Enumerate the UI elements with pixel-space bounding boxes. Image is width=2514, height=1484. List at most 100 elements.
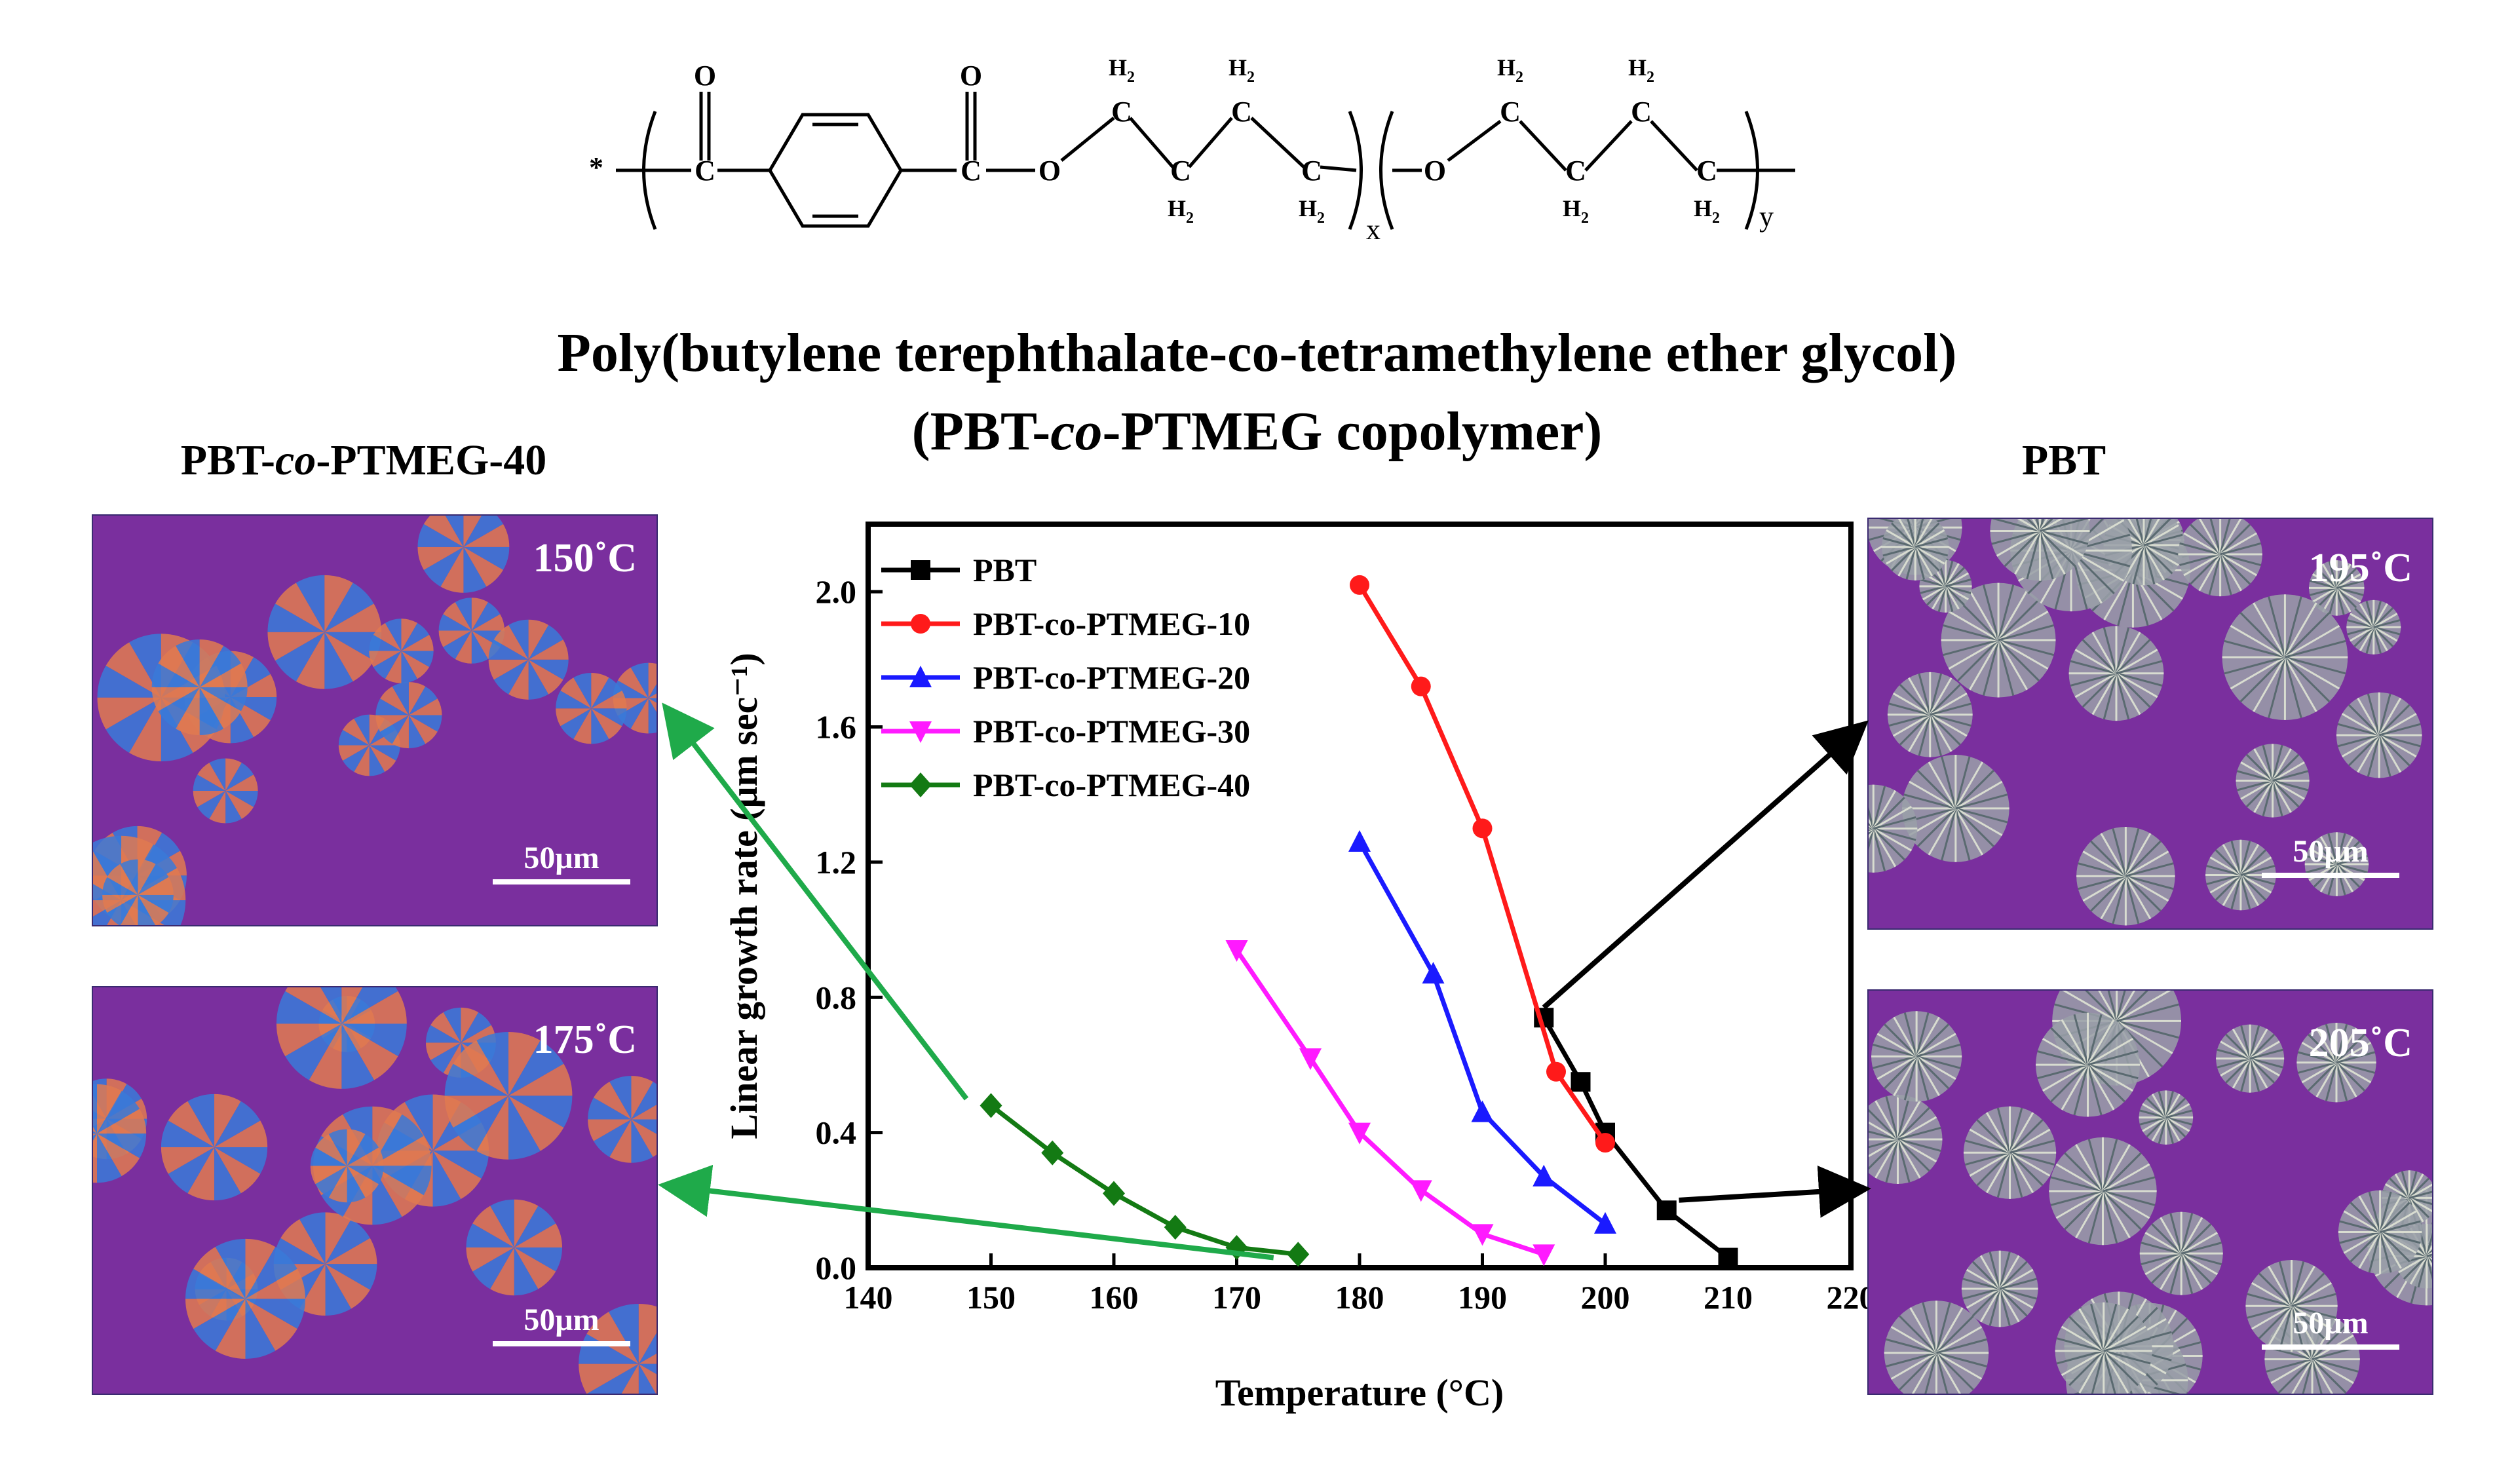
y-axis-label: Linear growth rate (μm sec⁻¹) bbox=[723, 653, 765, 1139]
ether-o: O bbox=[1424, 155, 1446, 187]
micrograph-175c: 175˚C 50μm bbox=[92, 986, 658, 1395]
spherulite bbox=[1869, 1094, 1943, 1184]
data-point bbox=[1546, 1061, 1566, 1082]
x-tick-label: 200 bbox=[1581, 1279, 1630, 1316]
temperature-label: 195˚C bbox=[2308, 546, 2412, 590]
data-point bbox=[1595, 1133, 1615, 1153]
spherulite bbox=[2338, 1190, 2422, 1274]
data-point bbox=[980, 1093, 1002, 1118]
data-point bbox=[909, 772, 932, 797]
data-point bbox=[1409, 1180, 1432, 1202]
data-point bbox=[1422, 962, 1445, 984]
spherulite bbox=[2055, 1302, 2152, 1394]
spherulite bbox=[2346, 599, 2401, 655]
carbonyl-o-1: O bbox=[694, 60, 716, 92]
spherulite bbox=[276, 987, 407, 1089]
data-point bbox=[1594, 1211, 1616, 1234]
spherulite bbox=[185, 1238, 306, 1359]
h2-label: H2 bbox=[1299, 195, 1325, 227]
series-PBT-co-PTMEG-20 bbox=[1348, 829, 1616, 1234]
ether-c-3: C bbox=[1631, 96, 1652, 128]
legend-label: PBT bbox=[973, 552, 1037, 588]
right-panel-title: PBT bbox=[2021, 436, 2106, 484]
scale-bar-label: 50μm bbox=[524, 841, 600, 875]
pointer-arrow bbox=[662, 702, 969, 1101]
spherulite bbox=[2304, 832, 2369, 896]
spherulite bbox=[1961, 1250, 2038, 1327]
spherulite bbox=[2216, 1024, 2285, 1093]
spherulite bbox=[556, 673, 627, 744]
data-point bbox=[1348, 829, 1371, 852]
x-tick-label: 220 bbox=[1827, 1279, 1868, 1316]
data-point bbox=[1350, 575, 1369, 595]
spherulite bbox=[2036, 1012, 2140, 1117]
data-point bbox=[1411, 676, 1431, 696]
spherulite bbox=[93, 1084, 147, 1183]
carbonyl-o-2: O bbox=[960, 60, 982, 92]
growth-rate-chart: 140 150 160 170 180 190 200 210 220 0.0 0.4 0.8 1.2 1… bbox=[723, 522, 1868, 1414]
pointer-arrow bbox=[1679, 1165, 1871, 1218]
data-point bbox=[1287, 1242, 1310, 1267]
spherulite-texture bbox=[1869, 519, 2432, 928]
data-point bbox=[1471, 1224, 1494, 1246]
data-point bbox=[1718, 1247, 1738, 1268]
spherulite bbox=[1901, 755, 2009, 862]
data-point bbox=[1164, 1215, 1187, 1240]
end-star: * bbox=[589, 151, 603, 183]
ether-c-1: C bbox=[1500, 96, 1521, 128]
spherulite bbox=[2178, 519, 2262, 597]
data-point bbox=[1533, 1164, 1555, 1187]
data-point bbox=[909, 721, 932, 743]
x-subscript: x bbox=[1366, 214, 1381, 246]
series-PBT-co-PTMEG-10 bbox=[1350, 575, 1615, 1153]
temperature-label: 205˚C bbox=[2308, 1021, 2412, 1065]
h2-label: H2 bbox=[1109, 54, 1135, 86]
temperature-label: 150˚C bbox=[533, 536, 637, 580]
spherulite bbox=[161, 1094, 268, 1201]
spherulite bbox=[2139, 1211, 2223, 1295]
spherulite bbox=[2245, 1260, 2338, 1352]
data-point bbox=[909, 666, 932, 687]
spherulite bbox=[1887, 672, 1973, 757]
legend-label: PBT-co-PTMEG-20 bbox=[973, 659, 1250, 696]
spherulite bbox=[102, 859, 174, 925]
data-point bbox=[911, 560, 930, 580]
spherulite bbox=[2049, 1137, 2157, 1246]
spherulite bbox=[267, 575, 382, 689]
spherulite bbox=[2222, 594, 2348, 720]
spherulite bbox=[1884, 1301, 1989, 1394]
scale-bar-label: 50μm bbox=[2293, 834, 2369, 869]
spherulite-texture bbox=[93, 516, 657, 925]
spherulite bbox=[2296, 1023, 2376, 1103]
scale-bar bbox=[493, 879, 630, 885]
data-point bbox=[1656, 1200, 1677, 1221]
y-subscript: y bbox=[1759, 200, 1774, 233]
series-line bbox=[1234, 949, 1545, 1257]
chemical-structure: * O C O C O C C C C O C C C C H2 H2 H2 H… bbox=[589, 54, 1795, 246]
chain-c-1: C bbox=[1111, 96, 1132, 128]
micrograph-205c: 205˚C 50μm bbox=[1867, 989, 2433, 1395]
h2-label: H2 bbox=[1563, 195, 1589, 227]
spherulite bbox=[151, 639, 248, 736]
spherulite bbox=[338, 714, 400, 776]
pointer-arrow bbox=[658, 1164, 1274, 1261]
x-tick-label: 180 bbox=[1335, 1279, 1384, 1316]
spherulite bbox=[2205, 839, 2276, 911]
title-line-2: (PBT-co-PTMEG copolymer) bbox=[911, 401, 1603, 462]
scale-bar bbox=[2262, 873, 2399, 878]
spherulite bbox=[2236, 744, 2310, 818]
spherulite bbox=[1869, 784, 1918, 873]
h2-label: H2 bbox=[1497, 54, 1523, 86]
spherulite bbox=[1941, 582, 2056, 698]
spherulite bbox=[273, 1212, 377, 1316]
micrograph-150c: 150˚C 50μm bbox=[92, 514, 658, 926]
legend-item: PBT-co-PTMEG-20 bbox=[881, 659, 1250, 696]
carbonyl-c-2: C bbox=[961, 155, 981, 187]
spherulite bbox=[369, 618, 434, 683]
chain-c-4: C bbox=[1301, 155, 1322, 187]
data-point bbox=[1299, 1048, 1322, 1071]
spherulite-texture bbox=[93, 987, 657, 1394]
x-tick-label: 150 bbox=[966, 1279, 1016, 1316]
data-point bbox=[1533, 1244, 1555, 1266]
data-point bbox=[1471, 1100, 1494, 1122]
